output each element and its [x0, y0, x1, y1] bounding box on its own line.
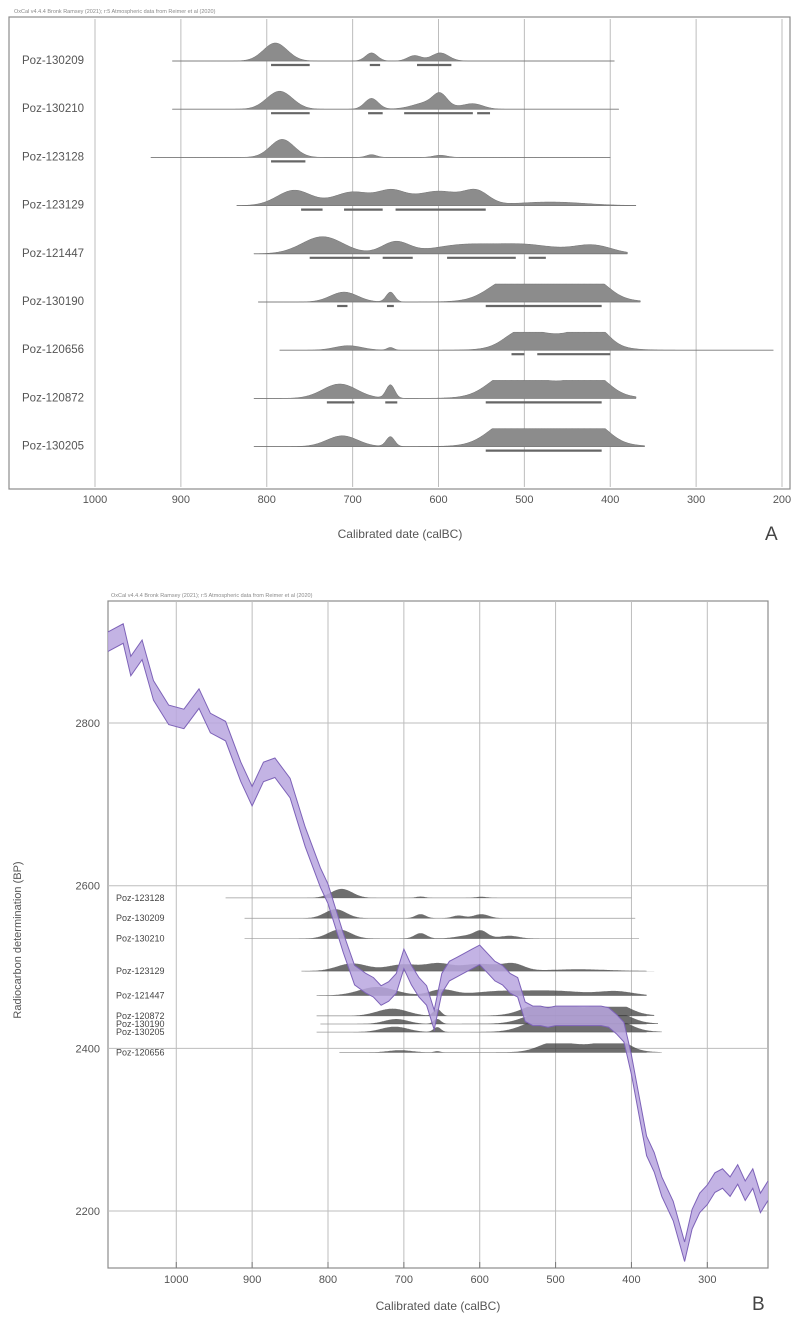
panel-b-sample-label: Poz-130190 [116, 1019, 165, 1029]
panel-a-distribution [253, 380, 637, 399]
panel-b-y-tick-label: 2800 [76, 718, 100, 730]
panel-b-sample-distribution [316, 987, 647, 996]
panel-b-sample-label: Poz-130209 [116, 913, 165, 923]
panel-b-x-tick-label: 700 [395, 1274, 413, 1286]
panel-b-label: B [752, 1294, 765, 1315]
panel-a-sample-label: Poz-130209 [22, 55, 84, 67]
panel-a-distribution [236, 188, 637, 206]
panel-b-x-axis-title: Calibrated date (calBC) [376, 1299, 501, 1313]
panel-a-x-axis-title: Calibrated date (calBC) [338, 527, 463, 541]
panel-b-curve-lower-edge [107, 642, 769, 1262]
panel-b-y-tick-label: 2400 [76, 1043, 100, 1055]
panel-a-sample-label: Poz-123129 [22, 200, 84, 212]
panel-b-x-tick-label: 300 [698, 1274, 716, 1286]
panel-a-distribution [258, 283, 641, 303]
panel-b-sample-label: Poz-130210 [116, 934, 165, 944]
panel-b-sample-label: Poz-123128 [116, 893, 165, 903]
panel-b-sample-distribution [244, 909, 636, 919]
panel-b-y-ticks: 2200 2400 2600 2800 [76, 718, 100, 1218]
panel-a-x-tick-label: 600 [429, 494, 447, 506]
panel-a: OxCal v4.4.4 Bronk Ramsey (2021); r:5 At… [8, 9, 791, 545]
panel-a-distributions: Poz-130209 Poz-130210 Poz-123128 Poz-123129… [22, 42, 774, 453]
panel-a-sample-label: Poz-130205 [22, 441, 84, 453]
panel-a-x-tick-label: 1000 [83, 494, 107, 506]
panel-a-sample-label: Poz-120656 [22, 344, 84, 356]
panel-b-y-axis-title: Radiocarbon determination (BP) [12, 861, 24, 1018]
panel-a-sample-label: Poz-130210 [22, 103, 84, 115]
panel-b-x-tick-label: 900 [243, 1274, 261, 1286]
panel-a-x-tick-label: 300 [687, 494, 705, 506]
panel-a-sample-label: Poz-120872 [22, 392, 84, 404]
panel-a-x-tick-label: 500 [515, 494, 533, 506]
panel-a-label: A [765, 524, 778, 545]
panel-b-x-tick-label: 1000 [164, 1274, 188, 1286]
panel-b-sample-label: Poz-120656 [116, 1047, 165, 1057]
panel-b-sample-label: Poz-121447 [116, 991, 165, 1001]
panel-a-x-tick-label: 900 [172, 494, 190, 506]
panel-b-header: OxCal v4.4.4 Bronk Ramsey (2021); r:5 At… [111, 593, 313, 599]
panel-b-sample-label: Poz-130205 [116, 1027, 165, 1037]
panel-a-x-tick-label: 700 [343, 494, 361, 506]
panel-a-distribution [150, 139, 611, 158]
panel-a-distribution [172, 42, 615, 62]
panel-a-sample-label: Poz-123128 [22, 151, 84, 163]
panel-b-x-tick-label: 800 [319, 1274, 337, 1286]
panel-b-sample-label: Poz-123129 [116, 966, 165, 976]
panel-a-x-tick-label: 200 [773, 494, 791, 506]
panel-b-x-tick-label: 500 [546, 1274, 564, 1286]
panel-a-x-tick-label: 400 [601, 494, 619, 506]
panel-b: OxCal v4.4.4 Bronk Ramsey (2021); r:5 At… [12, 593, 769, 1315]
panel-b-x-ticks: 1000 900 800 700 600 500 400 300 [164, 1262, 716, 1286]
panel-a-distribution [279, 331, 774, 351]
panel-b-x-tick-label: 600 [471, 1274, 489, 1286]
panel-a-x-ticks: 1000 900 800 700 600 500 400 300 200 [83, 494, 791, 506]
panel-a-distribution [253, 236, 628, 255]
panel-b-y-tick-label: 2200 [76, 1206, 100, 1218]
panel-b-sample-label: Poz-120872 [116, 1011, 165, 1021]
panel-b-sample-distribution [339, 1043, 662, 1053]
panel-a-header: OxCal v4.4.4 Bronk Ramsey (2021); r:5 At… [14, 9, 216, 15]
panel-b-calibration-curve [107, 623, 769, 1262]
panel-b-sample-distribution [301, 962, 655, 972]
panel-a-x-tick-label: 800 [258, 494, 276, 506]
panel-b-frame [107, 600, 769, 1269]
panel-a-sample-label: Poz-121447 [22, 248, 84, 260]
panel-a-distribution [253, 428, 645, 447]
panel-a-distribution [172, 90, 619, 110]
panel-b-curve-band [108, 623, 768, 1262]
panel-b-x-tick-label: 400 [622, 1274, 640, 1286]
panel-b-sample-labels: Poz-123128 Poz-130209 Poz-130210 Poz-123129… [116, 893, 165, 1058]
panel-a-sample-label: Poz-130190 [22, 296, 84, 308]
panel-b-y-tick-label: 2600 [76, 881, 100, 893]
panel-b-curve-upper-edge [107, 623, 769, 1243]
